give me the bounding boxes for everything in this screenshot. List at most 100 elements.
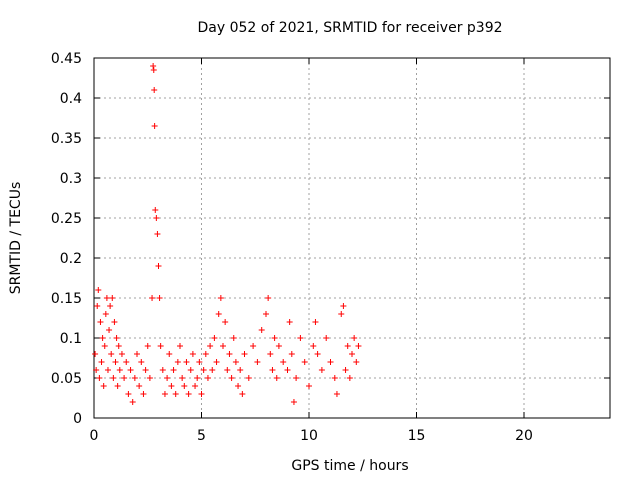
data-point [306,383,312,389]
data-point [254,359,261,365]
points-layer [92,63,362,405]
data-point [103,295,110,301]
data-point [177,343,183,349]
y-tick-label: 0.35 [51,131,82,147]
data-point [213,359,220,365]
x-tick-label: 10 [300,428,318,444]
data-point [232,359,239,365]
data-point [174,359,181,365]
data-point [207,343,214,349]
data-point [323,335,330,341]
tick-layer: 0 0.05 0.1 0.15 0.2 0.25 0.3 0.35 0.4 0.45 0 5 10 15 2… [51,51,610,444]
data-point [104,367,111,373]
x-tick-label: 20 [515,428,533,444]
data-point [280,359,287,365]
data-point [288,351,295,357]
data-point [265,295,272,301]
data-point [275,343,282,349]
data-point [154,231,161,237]
data-point [179,375,186,381]
data-point [286,319,293,325]
y-tick-label: 0.05 [51,371,82,387]
data-point [314,351,321,357]
data-point [263,311,269,317]
y-tick-label: 0.2 [60,251,82,267]
y-tick-label: 0.25 [51,211,82,227]
data-point [153,215,160,221]
data-point [164,375,171,381]
data-point [150,67,157,73]
data-point [230,335,237,341]
y-axis-label: SRMTID / TECUs [8,182,24,295]
data-point [312,319,319,325]
data-point [112,359,119,365]
data-point [269,367,276,373]
data-point [96,375,103,381]
x-axis-label: GPS time / hours [291,458,408,474]
data-point [159,367,166,373]
data-point [202,351,209,357]
data-point [94,303,101,309]
data-point [129,399,136,405]
data-point [250,343,257,349]
data-point [166,351,173,357]
plot-frame [93,57,611,419]
data-point [222,319,229,325]
data-point [215,311,222,317]
data-point [237,367,244,373]
y-tick-label: 0.15 [51,291,82,307]
y-tick-label: 0 [73,411,82,427]
data-point [331,375,338,381]
data-point [170,367,177,373]
data-point [198,391,205,397]
data-point [271,335,278,341]
data-point [151,87,158,93]
data-point [297,335,304,341]
data-point [349,351,355,357]
data-point [245,375,252,381]
data-point [106,327,113,333]
data-point [301,359,308,365]
data-point [98,359,105,365]
data-point [258,327,265,333]
data-point [156,295,163,301]
data-point [204,375,211,381]
data-point [150,63,157,69]
data-point [123,359,130,365]
data-point [342,367,349,373]
data-point [102,311,109,317]
data-point [209,367,216,373]
data-point [113,335,120,341]
data-point [344,343,351,349]
data-point [92,351,99,357]
data-point [353,359,360,365]
data-point [149,295,156,301]
data-point [97,319,104,325]
data-point [346,375,353,381]
data-point [183,359,190,365]
data-point [134,351,140,357]
data-point [351,335,358,341]
data-point [146,375,153,381]
data-point [318,367,325,373]
data-point [290,399,297,405]
data-point [136,383,143,389]
data-point [241,351,248,357]
data-point [338,311,345,317]
y-tick-label: 0.3 [60,171,82,187]
data-point [101,343,108,349]
data-point [131,375,138,381]
x-tick-label: 15 [408,428,426,444]
chart-title: Day 052 of 2021, SRMTID for receiver p39… [197,20,502,36]
data-point [108,351,115,357]
data-point [99,335,106,341]
data-point [226,351,233,357]
data-point [111,319,118,325]
data-point [200,367,207,373]
data-point [118,351,125,357]
data-point [355,343,362,349]
data-point [140,391,147,397]
data-point [194,375,201,381]
data-point [310,343,317,349]
